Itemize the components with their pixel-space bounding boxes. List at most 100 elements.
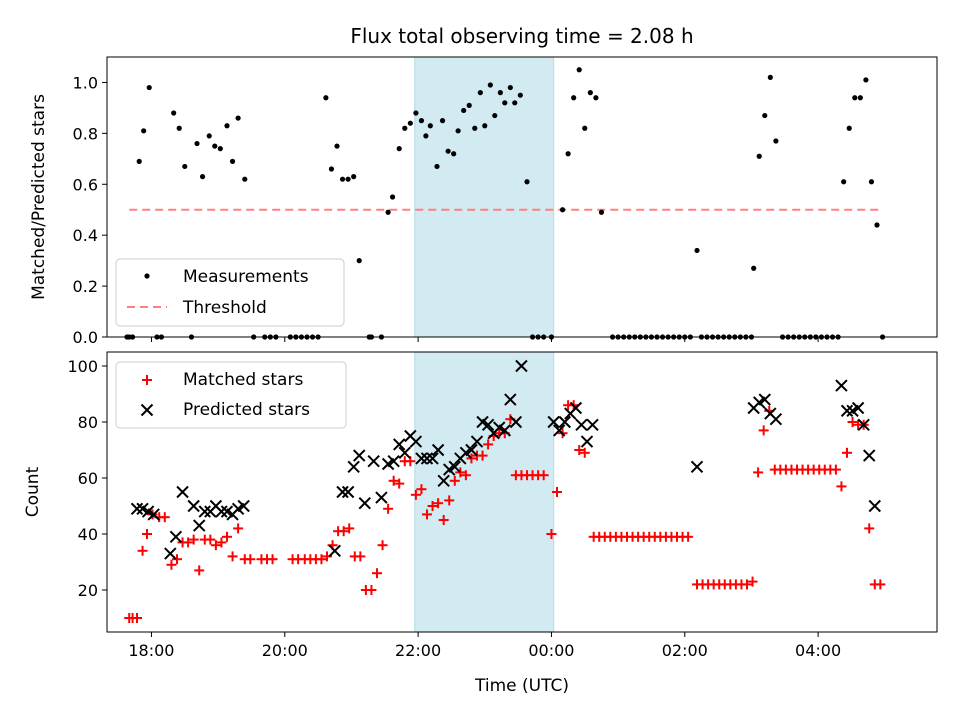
measurement-point: [841, 179, 847, 185]
matched-star-point: [377, 540, 388, 551]
measurement-point: [224, 123, 230, 129]
matched-star-point: [142, 529, 152, 539]
measurement-point: [418, 118, 425, 124]
cross-stroke-b: [215, 505, 228, 518]
measurement-point: [524, 179, 530, 185]
cross-stroke-b: [140, 403, 154, 417]
measurement-point: [598, 209, 605, 215]
cross-stroke-b: [426, 452, 439, 465]
predicted-star-point: [515, 359, 528, 373]
measurement-point: [565, 151, 571, 157]
matched-star-point: [372, 568, 382, 579]
top-y-tick-label: 0.6: [73, 175, 98, 194]
predicted-star-point: [215, 505, 228, 518]
matched-star-point: [433, 498, 444, 509]
cross-stroke-b: [504, 393, 517, 406]
x-axis-label: Time (UTC): [474, 676, 569, 696]
matched-star-point: [137, 545, 148, 556]
matched-star-point: [267, 554, 278, 565]
predicted-star-point: [851, 401, 865, 415]
matched-star-point: [753, 467, 764, 478]
measurement-point: [356, 258, 362, 264]
predicted-star-point: [840, 404, 854, 418]
predicted-star-point: [358, 496, 371, 510]
matched-star-point: [183, 537, 194, 548]
measurement-point: [217, 146, 223, 152]
measurement-point: [874, 222, 880, 228]
measurement-point: [328, 166, 335, 172]
measurement-point: [694, 247, 700, 254]
cross-stroke-b: [398, 446, 411, 460]
legend-measurements-marker: [144, 273, 150, 279]
measurement-point: [455, 128, 461, 134]
predicted-star-point: [586, 418, 599, 432]
cross-stroke-b: [509, 415, 523, 429]
measurement-point: [593, 95, 599, 101]
measurement-point: [176, 125, 182, 131]
measurement-point: [141, 128, 147, 134]
measurement-point: [472, 125, 478, 131]
predicted-star-point: [341, 485, 355, 499]
matched-star-point: [188, 534, 199, 545]
cross-stroke-b: [586, 418, 599, 432]
cross-stroke-b: [481, 418, 495, 432]
cross-stroke-b: [857, 418, 870, 432]
predicted-star-point: [448, 460, 461, 474]
predicted-star-point: [558, 415, 571, 429]
cross-stroke-b: [493, 421, 506, 434]
cross-stroke-b: [409, 435, 423, 448]
measurement-point: [451, 151, 457, 157]
measurement-point: [751, 265, 757, 271]
cross-stroke-b: [553, 424, 566, 437]
cross-stroke-b: [690, 460, 704, 474]
cross-stroke-b: [404, 429, 417, 443]
top-legend: Measurements Threshold: [115, 258, 345, 327]
matched-star-point: [205, 534, 216, 545]
measurement-point: [323, 95, 329, 101]
cross-stroke-b: [863, 449, 876, 462]
matched-star-point: [216, 537, 227, 548]
matched-star-point: [210, 540, 221, 551]
cross-stroke-b: [470, 435, 484, 448]
matched-star-point: [683, 531, 694, 542]
matched-star-point: [864, 523, 875, 534]
bottom-x-tick-label: 18:00: [128, 641, 174, 660]
matched-star-point: [444, 495, 455, 506]
bottom-x-tick-label: 02:00: [662, 641, 708, 660]
measurement-point: [507, 84, 513, 91]
top-y-axis-label: Matched/Predicted stars: [29, 94, 49, 300]
measurement-point: [427, 123, 433, 129]
predicted-star-point: [336, 485, 349, 499]
measurement-point: [385, 209, 391, 215]
bottom-legend-box: [115, 361, 347, 429]
measurement-point: [396, 146, 402, 152]
matched-star-point: [477, 450, 488, 461]
matched-star-point: [355, 551, 366, 562]
top-y-tick-label: 0.4: [73, 226, 98, 245]
matched-star-point: [538, 470, 549, 481]
predicted-star-point: [470, 435, 484, 448]
legend-matched-marker: [142, 375, 152, 385]
matched-star-point: [366, 585, 377, 595]
bottom-x-tick-label: 22:00: [395, 641, 441, 660]
predicted-star-point: [237, 499, 250, 513]
measurement-point: [863, 77, 869, 83]
top-x-axis: [150, 337, 819, 342]
matched-star-point: [747, 576, 758, 587]
matched-star-point: [836, 481, 847, 492]
measurement-point: [587, 90, 593, 96]
matched-star-point: [758, 425, 769, 436]
cross-stroke-b: [147, 508, 160, 521]
top-y-tick-label: 0.2: [73, 277, 98, 296]
cross-stroke-b: [328, 544, 341, 558]
measurement-point: [582, 125, 588, 131]
predicted-star-point: [481, 418, 495, 432]
measurement-point: [857, 95, 863, 101]
cross-stroke-b: [375, 491, 388, 504]
cross-stroke-b: [136, 502, 149, 516]
measurement-point: [868, 179, 875, 185]
cross-stroke-b: [393, 438, 406, 451]
matched-star-point: [159, 512, 170, 523]
measurement-point: [756, 153, 762, 159]
matched-star-point: [394, 478, 405, 489]
